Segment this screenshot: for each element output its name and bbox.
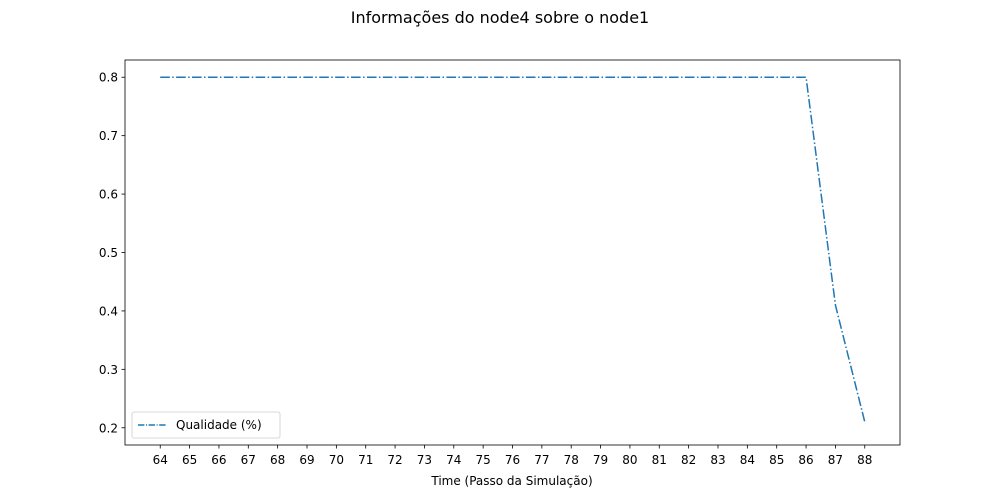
x-tick-label: 85: [769, 453, 784, 467]
y-tick-label: 0.4: [99, 304, 118, 318]
y-tick-label: 0.3: [99, 363, 118, 377]
x-tick-label: 72: [387, 453, 402, 467]
x-tick-label: 82: [681, 453, 696, 467]
x-tick-label: 83: [710, 453, 725, 467]
y-tick-label: 0.8: [99, 71, 118, 85]
plot-frame: [124, 59, 901, 446]
x-tick-label: 87: [828, 453, 843, 467]
y-tick-label: 0.2: [99, 421, 118, 435]
legend: Qualidade (%): [131, 411, 281, 439]
x-tick-label: 71: [358, 453, 373, 467]
series-layer: [160, 76, 866, 423]
x-tick-label: 88: [857, 453, 872, 467]
chart-title: Informações do node4 sobre o node1: [351, 8, 649, 27]
series-line-qualidade: [160, 76, 866, 423]
x-axis-label: Time (Passo da Simulação): [430, 474, 592, 488]
x-tick-label: 75: [476, 453, 491, 467]
x-tick-label: 69: [299, 453, 314, 467]
x-tick-label: 76: [505, 453, 520, 467]
x-tick-label: 78: [564, 453, 579, 467]
x-tick-label: 70: [329, 453, 344, 467]
x-tick-label: 84: [740, 453, 755, 467]
x-tick-label: 81: [652, 453, 667, 467]
y-tick-label: 0.6: [99, 188, 118, 202]
axes: 64 65 66 67 68 69 70 71 72 73 74 75 76 77 78 79 80 81 82 83…: [99, 71, 873, 467]
x-tick-label: 74: [446, 453, 461, 467]
x-tick-label: 73: [417, 453, 432, 467]
x-tick-label: 79: [593, 453, 608, 467]
x-tick-label: 67: [241, 453, 256, 467]
x-tick-label: 64: [153, 453, 168, 467]
y-tick-label: 0.7: [99, 129, 118, 143]
y-tick-label: 0.5: [99, 246, 118, 260]
x-tick-label: 68: [270, 453, 285, 467]
x-tick-label: 77: [534, 453, 549, 467]
x-tick-label: 66: [211, 453, 226, 467]
x-tick-label: 80: [622, 453, 637, 467]
legend-box: [131, 411, 281, 439]
legend-label-qualidade: Qualidade (%): [176, 418, 262, 432]
x-tick-label: 86: [798, 453, 813, 467]
x-tick-label: 65: [182, 453, 197, 467]
